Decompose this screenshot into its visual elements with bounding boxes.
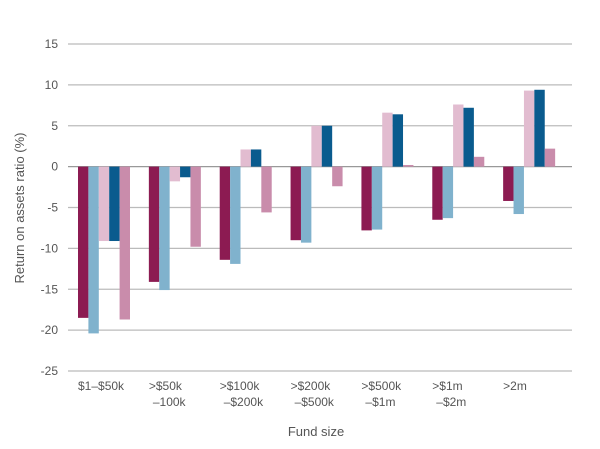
- bar-s2-c2: [159, 166, 170, 291]
- x-axis-label: Fund size: [288, 424, 344, 439]
- bar-s3-c4: [311, 125, 322, 167]
- y-tick-label: 10: [45, 78, 59, 92]
- bar-s5-c2: [190, 166, 201, 247]
- x-tick-label-line: –$200k: [224, 395, 264, 409]
- y-tick-label: 0: [51, 160, 58, 174]
- bar-s5-c7: [544, 148, 556, 167]
- bar-s4-c6: [463, 107, 474, 167]
- bar-s3-c7: [523, 90, 535, 167]
- bar-s1-c1: [78, 166, 89, 318]
- bar-s4-c4: [321, 125, 333, 167]
- bar-s5-c6: [473, 156, 485, 167]
- bar-s2-c1: [88, 166, 99, 334]
- gridlines: [68, 43, 572, 372]
- x-tick-label-line: >$200k: [291, 379, 332, 393]
- x-tick-label: >$1m –$2m: [432, 379, 466, 409]
- y-tick-label: 15: [45, 37, 59, 51]
- bar-s3-c5: [382, 112, 393, 167]
- bar-s4-c3: [250, 149, 262, 167]
- bar-s2-c5: [371, 166, 383, 230]
- x-tick-label-line: –$1m: [365, 395, 395, 409]
- bar-s2-c4: [300, 166, 312, 243]
- x-tick-label: $1–$50k: [78, 379, 125, 393]
- y-tick-label: -5: [47, 201, 58, 215]
- x-tick-label-line: >2m: [503, 379, 527, 393]
- y-tick-label: -20: [41, 323, 59, 337]
- bar-s5-c4: [332, 166, 343, 187]
- y-tick-label: 5: [51, 119, 58, 133]
- x-tick-label-line: >$50k: [149, 379, 183, 393]
- x-tick-label: >$500k –$1m: [361, 379, 402, 409]
- bar-s3-c6: [453, 104, 464, 167]
- x-tick-label-line: >$500k: [361, 379, 402, 393]
- x-tick-labels: $1–$50k >$50k –100k >$100k –$200k >$200k –$500…: [78, 379, 527, 409]
- bar-s2-c3: [230, 166, 241, 264]
- bar-s4-c5: [392, 114, 404, 167]
- x-tick-label-line: >$100k: [220, 379, 261, 393]
- y-tick-label: -25: [41, 364, 59, 378]
- bar-s1-c6: [432, 166, 443, 220]
- bar-s3-c1: [98, 166, 110, 242]
- bar-s4-c2: [180, 166, 191, 178]
- bar-s4-c1: [109, 166, 120, 242]
- bar-s1-c4: [290, 166, 301, 241]
- x-tick-label: >$50k –100k: [149, 379, 187, 409]
- y-tick-label: -15: [41, 282, 59, 296]
- bar-s5-c3: [261, 166, 272, 213]
- x-tick-label-line: >$1m: [432, 379, 462, 393]
- x-tick-label: >2m: [503, 379, 527, 393]
- x-tick-label-line: –100k: [153, 395, 187, 409]
- bar-s3-c2: [169, 166, 181, 182]
- y-tick-label: -10: [41, 241, 59, 255]
- bar-s1-c5: [361, 166, 372, 231]
- bar-s1-c2: [148, 166, 160, 282]
- y-axis-label: Return on assets ratio (%): [12, 132, 27, 283]
- bar-s2-c7: [513, 166, 524, 215]
- bar-s3-c3: [240, 149, 251, 167]
- bar-s5-c5: [403, 164, 414, 167]
- x-tick-label-line: $1–$50k: [78, 379, 125, 393]
- x-tick-label: >$200k –$500k: [291, 379, 335, 409]
- x-tick-label-line: –$2m: [436, 395, 466, 409]
- bar-s2-c6: [442, 166, 454, 219]
- bar-s1-c3: [219, 166, 231, 260]
- bar-s4-c7: [534, 89, 545, 167]
- x-tick-label: >$100k –$200k: [220, 379, 264, 409]
- bars: [78, 89, 556, 334]
- bar-s1-c7: [503, 166, 514, 201]
- x-tick-label-line: –$500k: [295, 395, 335, 409]
- y-tick-labels: 15 10 5 0 -5 -10 -15 -20 -25: [41, 37, 59, 378]
- bar-s5-c1: [119, 166, 130, 320]
